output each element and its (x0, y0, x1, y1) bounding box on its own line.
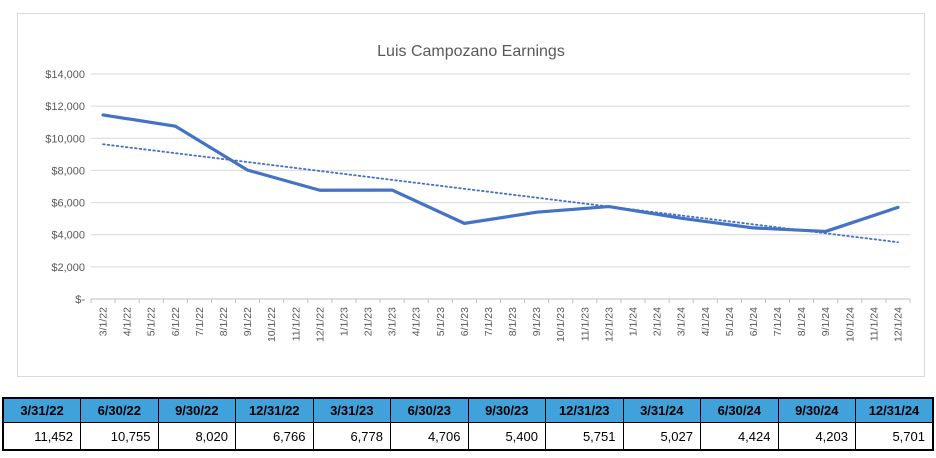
table-value-cell[interactable]: 6,766 (235, 422, 314, 451)
y-axis-tick-label: $8,000 (51, 165, 85, 177)
table-value-cell[interactable]: 5,701 (855, 422, 934, 451)
x-axis-tick-label: 5/1/23 (435, 307, 447, 336)
x-axis-tick-label: 2/1/24 (652, 307, 664, 336)
x-axis-tick-label: 8/1/24 (796, 307, 808, 336)
x-axis-tick-label: 12/1/22 (314, 307, 326, 342)
x-axis-tick-label: 10/1/22 (266, 307, 278, 342)
x-axis-tick-label: 3/1/23 (387, 307, 399, 336)
table-value-cell[interactable]: 6,778 (312, 422, 391, 451)
table-value-cell[interactable]: 8,020 (157, 422, 236, 451)
x-axis-tick-label: 2/1/23 (363, 307, 375, 336)
table-value-cell[interactable]: 4,203 (777, 422, 856, 451)
table-header-cell[interactable]: 3/31/22 (2, 397, 81, 423)
x-axis-tick-label: 3/1/24 (676, 307, 688, 336)
x-axis-tick-label: 5/1/24 (724, 307, 736, 336)
x-axis-tick-label: 7/1/23 (483, 307, 495, 336)
table-value-row: 11,452 10,755 8,020 6,766 6,778 4,706 5,400 5,7… (2, 422, 934, 451)
x-axis-tick-label: 1/1/24 (627, 307, 639, 336)
table-header-cell[interactable]: 6/30/24 (700, 397, 779, 423)
table-value-cell[interactable]: 5,027 (622, 422, 701, 451)
x-axis-tick-label: 6/1/23 (459, 307, 471, 336)
y-axis-tick-label: $- (75, 294, 85, 306)
table-header-cell[interactable]: 12/31/22 (235, 397, 314, 423)
table-header-row: 3/31/22 6/30/22 9/30/22 12/31/22 3/31/23 6/30… (2, 397, 934, 423)
x-axis-tick-label: 11/1/23 (579, 307, 591, 341)
x-axis-tick-label: 4/1/23 (411, 307, 423, 336)
table-header-cell[interactable]: 12/31/24 (855, 397, 934, 423)
x-axis-tick-label: 6/1/22 (170, 307, 182, 336)
table-header-cell[interactable]: 3/31/23 (312, 397, 391, 423)
chart-canvas: Luis Campozano Earnings $- $2,000 $4,000 $6,… (45, 43, 911, 342)
y-axis-tick-label: $10,000 (45, 133, 85, 145)
x-axis-tick-label: 1/1/23 (338, 307, 350, 336)
x-axis-tick-label: 8/1/23 (507, 307, 519, 336)
table-value-cell[interactable]: 4,706 (390, 422, 469, 451)
x-axis-tick-label: 12/1/24 (892, 307, 904, 342)
x-axis-tick-label: 10/1/24 (844, 307, 856, 342)
table-value-cell[interactable]: 10,755 (80, 422, 159, 451)
table-header-cell[interactable]: 12/31/23 (545, 397, 624, 423)
x-axis-tick-label: 6/1/24 (748, 307, 760, 336)
table-value-cell[interactable]: 4,424 (700, 422, 779, 451)
x-axis-tick-label: 3/1/22 (98, 307, 110, 336)
x-axis-tick-label: 4/1/22 (122, 307, 134, 336)
x-axis-tick-label: 7/1/22 (194, 307, 206, 336)
x-axis-tick-label: 8/1/22 (218, 307, 230, 336)
x-axis-tick-label: 9/1/23 (531, 307, 543, 336)
table-header-cell[interactable]: 3/31/24 (622, 397, 701, 423)
table-header-cell[interactable]: 9/30/22 (157, 397, 236, 423)
table-value-cell[interactable]: 5,400 (467, 422, 546, 451)
y-axis-tick-label: $2,000 (51, 262, 85, 274)
table-header-cell[interactable]: 6/30/23 (390, 397, 469, 423)
table-value-cell[interactable]: 11,452 (2, 422, 81, 451)
table-header-cell[interactable]: 6/30/22 (80, 397, 159, 423)
earnings-table: 3/31/22 6/30/22 9/30/22 12/31/22 3/31/23 6/30… (2, 397, 934, 451)
table-header-cell[interactable]: 9/30/24 (777, 397, 856, 423)
x-axis-tick-label: 11/1/24 (868, 307, 880, 341)
y-axis-tick-label: $14,000 (45, 69, 85, 81)
x-axis-tick-label: 9/1/22 (242, 307, 254, 336)
chart-title: Luis Campozano Earnings (377, 43, 565, 60)
x-axis-tick-label: 10/1/23 (555, 307, 567, 342)
x-axis-tick-label: 7/1/24 (772, 307, 784, 336)
x-axis-tick-label: 12/1/23 (603, 307, 615, 342)
y-axis-tick-label: $6,000 (51, 198, 85, 210)
table-value-cell[interactable]: 5,751 (545, 422, 624, 451)
table-header-cell[interactable]: 9/30/23 (467, 397, 546, 423)
earnings-series-line (101, 113, 900, 234)
y-axis-tick-label: $4,000 (51, 230, 85, 242)
y-axis-tick-label: $12,000 (45, 101, 85, 113)
earnings-line-chart[interactable]: Luis Campozano Earnings $- $2,000 $4,000 $6,… (17, 13, 925, 377)
trendline-series (102, 143, 899, 244)
x-axis-tick-label: 9/1/24 (820, 307, 832, 336)
x-axis-tick-label: 11/1/22 (290, 307, 302, 341)
x-axis-tick-label: 5/1/22 (146, 307, 158, 336)
x-axis-tick-label: 4/1/24 (700, 307, 712, 336)
